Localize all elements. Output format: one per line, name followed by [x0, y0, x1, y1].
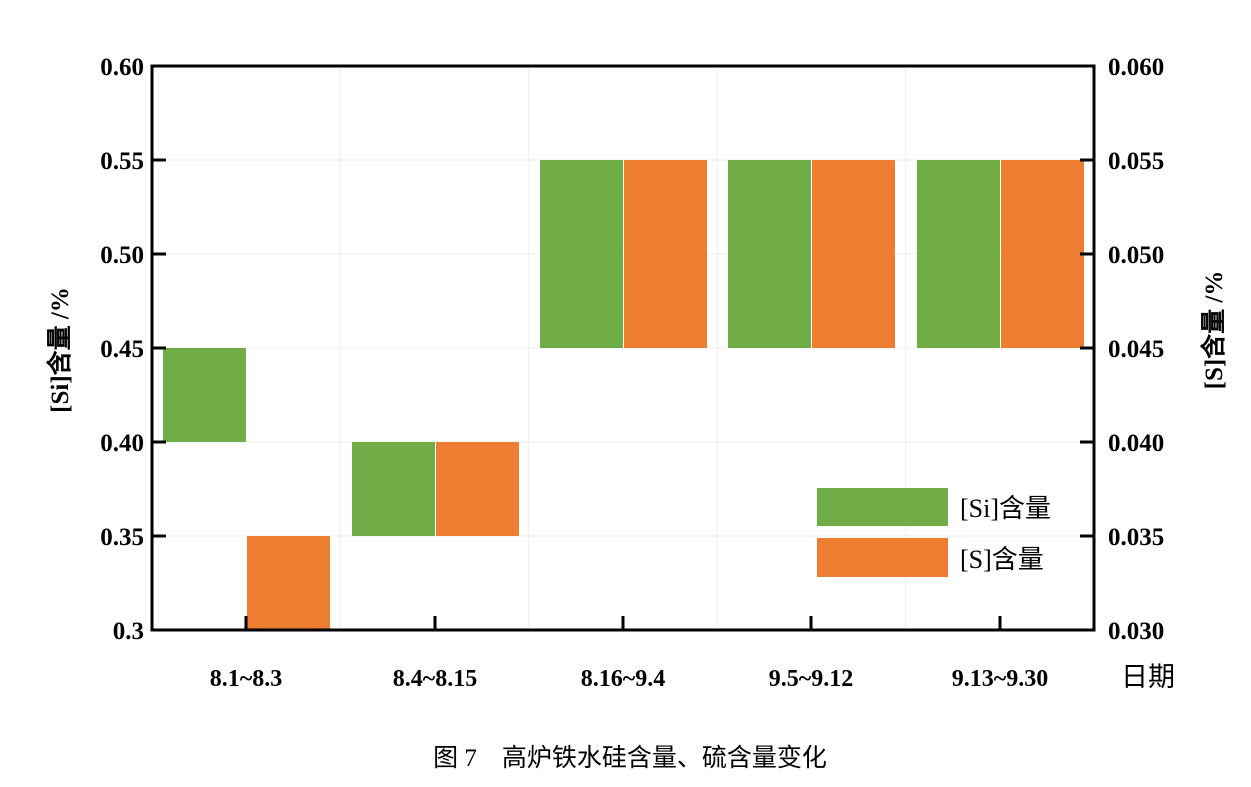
figure-caption: 图 7 高炉铁水硅含量、硫含量变化 — [433, 744, 827, 772]
x-tick-label: 8.4~8.15 — [393, 666, 477, 692]
bar-si — [540, 160, 623, 348]
bars — [163, 160, 1084, 630]
bar-si — [728, 160, 811, 348]
y-tick-label-right: 0.030 — [1108, 618, 1164, 645]
y-tick-label-left: 0.60 — [100, 54, 144, 81]
bar-si — [163, 348, 246, 442]
x-tick-label: 9.13~9.30 — [952, 666, 1048, 692]
y-tick-label-left: 0.55 — [100, 148, 144, 175]
y-tick-label-right: 0.045 — [1108, 336, 1164, 363]
bar-s — [812, 160, 895, 348]
y-tick-label-left: 0.35 — [100, 524, 144, 551]
legend-label-s: [S]含量 — [960, 545, 1044, 574]
x-tick-label: 8.1~8.3 — [210, 666, 282, 692]
bar-si — [352, 442, 435, 536]
y-tick-label-left: 0.45 — [100, 336, 144, 363]
y-tick-label-left: 0.40 — [100, 430, 144, 457]
y-tick-label-right: 0.040 — [1108, 430, 1164, 457]
y-tick-label-right: 0.060 — [1108, 54, 1164, 81]
x-axis-label: 日期 — [1121, 662, 1175, 692]
x-tick-label: 9.5~9.12 — [769, 666, 853, 692]
legend-swatch-s — [817, 538, 948, 577]
bar-s — [436, 442, 519, 536]
y-axis-label-left: [Si]含量 /% — [45, 287, 74, 413]
ticks: 0.3 0.35 0.40 0.45 0.50 0.55 0.60 0.030 0.035 0.0… — [100, 54, 1164, 692]
bar-si — [917, 160, 1000, 348]
y-tick-label-right: 0.035 — [1108, 524, 1164, 551]
bar-s — [247, 536, 330, 630]
y-axis-label-right: [S]含量 /% — [1199, 271, 1228, 390]
y-tick-label-left: 0.3 — [113, 618, 144, 645]
legend-swatch-si — [817, 488, 948, 526]
bar-s — [624, 160, 707, 348]
x-tick-label: 8.16~9.4 — [581, 666, 665, 692]
y-tick-label-left: 0.50 — [100, 242, 144, 269]
y-tick-label-right: 0.050 — [1108, 242, 1164, 269]
legend-label-si: [Si]含量 — [960, 494, 1051, 523]
bar-s — [1001, 160, 1084, 348]
legend: [Si]含量 [S]含量 — [817, 488, 1051, 577]
y-tick-label-right: 0.055 — [1108, 148, 1164, 175]
